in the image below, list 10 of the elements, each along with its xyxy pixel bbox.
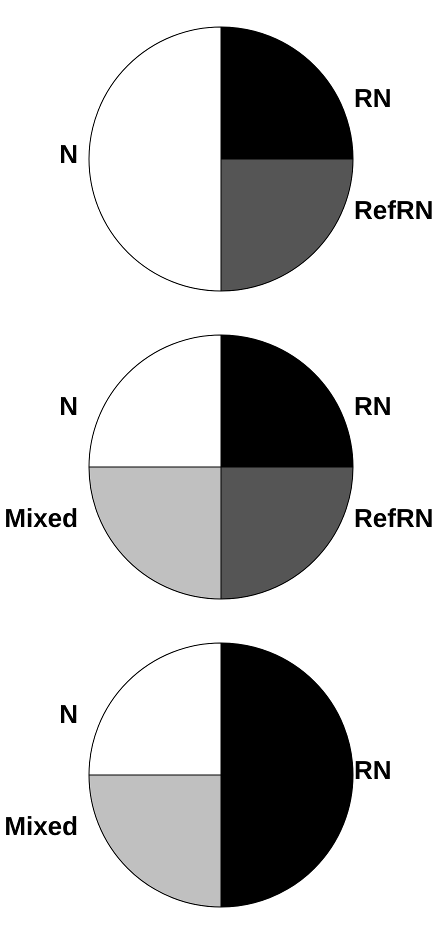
slice-label: N [59,139,78,169]
slice-label: RN [354,82,392,113]
slice-label: RN [354,755,392,785]
slice-label: N [59,390,78,421]
slice-label: RefRN [354,503,434,534]
slice-label: RN [354,390,392,421]
slice-label: Mixed [4,811,78,842]
slice-label: Mixed [4,503,78,534]
slice-label: N [59,698,78,729]
slice-label: RefRN [354,195,434,226]
